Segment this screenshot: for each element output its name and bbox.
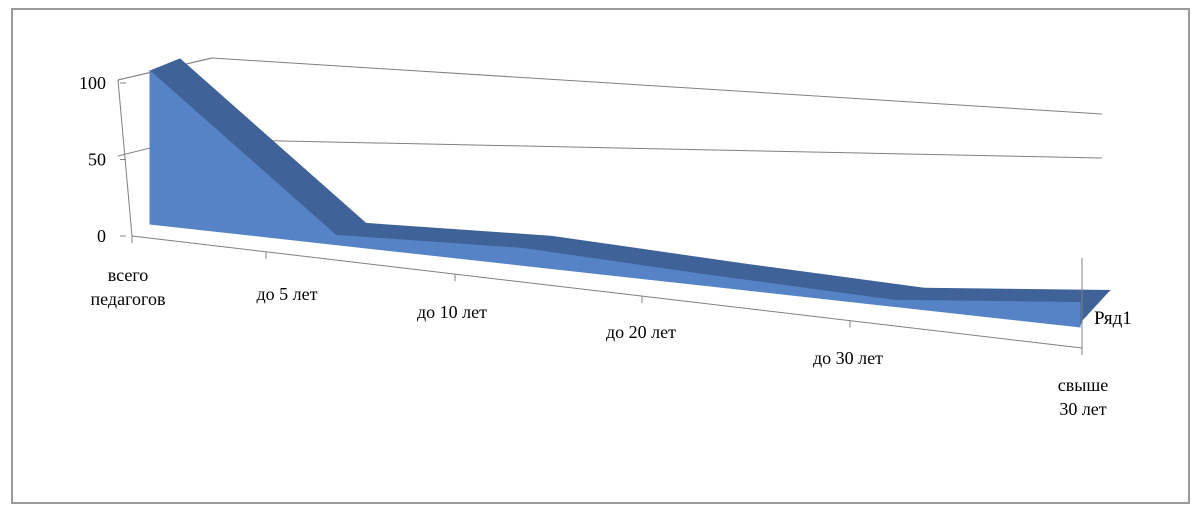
- x-tick-label-4: до 30 лет: [813, 348, 883, 368]
- gridline-100: [211, 57, 1103, 115]
- data-point-0: [149, 70, 151, 72]
- gridline-50: [185, 138, 1103, 159]
- area-end-cap: [1080, 290, 1110, 327]
- label-layer: 0 50 100 всего педагогов до 5 лет до 10 лет до …: [79, 73, 1132, 419]
- x-tick-label-2: до 10 лет: [417, 302, 487, 322]
- grid-layer: [117, 57, 1103, 237]
- side-wall-edge: [117, 79, 133, 237]
- y-tick-label-100: 100: [79, 73, 106, 93]
- x-tick-label-3: до 20 лет: [606, 322, 676, 342]
- x-tick-label-5: свыше 30 лет: [1058, 375, 1108, 419]
- y-tick-label-50: 50: [88, 150, 106, 170]
- area-layer: [149, 58, 1111, 328]
- axis-layer: [120, 82, 1083, 355]
- data-point-1: [335, 234, 337, 237]
- data-point-3: [707, 274, 709, 276]
- data-point-5: [1079, 301, 1081, 304]
- y-tick-label-0: 0: [97, 226, 106, 246]
- x-axis-line: [131, 235, 1083, 349]
- data-point-4: [893, 299, 895, 302]
- x-tick-label-1: до 5 лет: [257, 284, 318, 304]
- x-tick-label-0: всего педагогов: [91, 265, 166, 309]
- data-point-2: [521, 247, 523, 250]
- legend-entry-ryad1: Ряд1: [1094, 308, 1132, 329]
